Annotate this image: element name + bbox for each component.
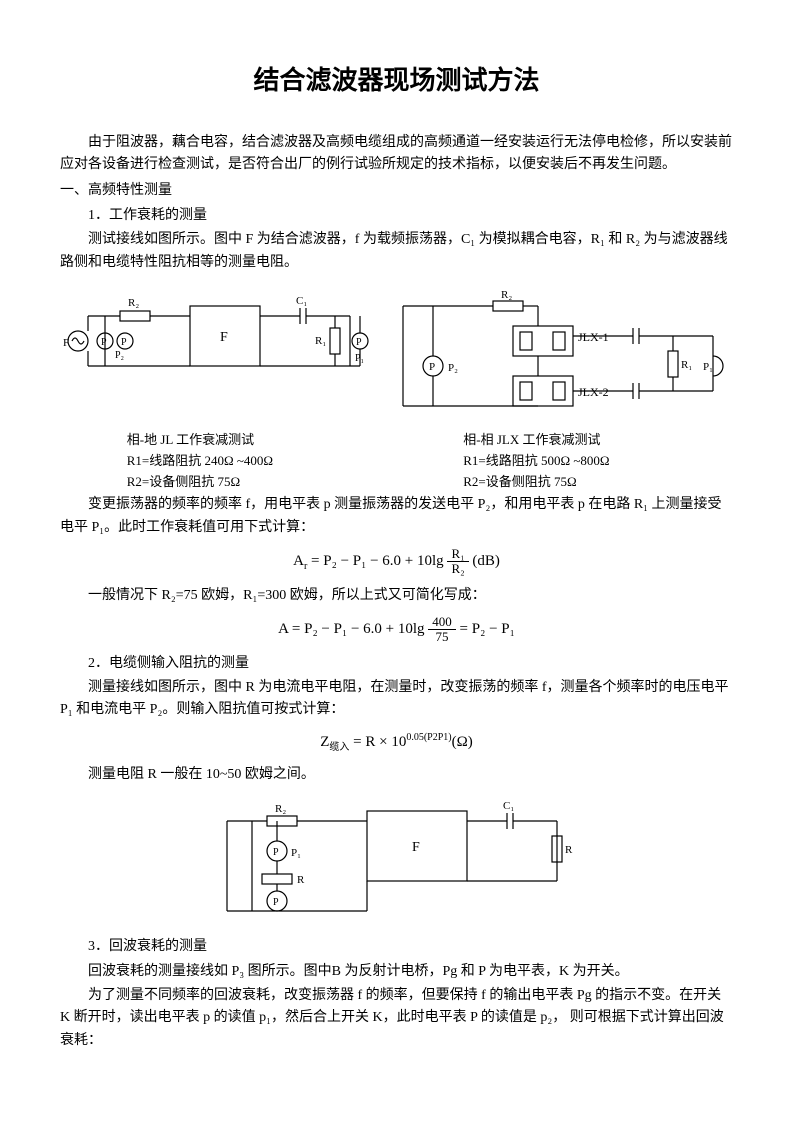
svg-text:P: P <box>356 337 362 348</box>
section-1-heading: 一、高频特性测量 <box>60 180 733 202</box>
svg-text:R: R <box>565 844 573 856</box>
svg-text:P: P <box>429 361 435 373</box>
intro-paragraph: 由于阻波器，藕合电容，结合滤波器及高频电缆组成的高频通道一经安装运行无法停电检修… <box>60 132 733 177</box>
svg-text:P: P <box>121 337 127 348</box>
svg-text:P₁: P₁ <box>291 847 301 859</box>
caption-row-1: 相-地 JL 工作衰减测试 R1=线路阻抗 240Ω ~400Ω R2=设备侧阻… <box>60 430 733 492</box>
svg-text:C₁: C₁ <box>503 800 514 812</box>
s1-2-paragraph-1: 测量接线如图所示，图中 R 为电流电平电阻，在测量时，改变振荡的频率 f，测量各… <box>60 677 733 722</box>
caption-left-l3: R2=设备侧阻抗 75Ω <box>127 472 390 493</box>
caption-right-l2: R1=线路阻抗 500Ω ~800Ω <box>463 451 726 472</box>
s1-2-paragraph-2: 测量电阻 R 一般在 10~50 欧姆之间。 <box>60 764 733 786</box>
svg-text:P: P <box>101 337 107 348</box>
svg-text:F: F <box>412 840 420 855</box>
svg-text:R₂: R₂ <box>275 803 286 815</box>
subsection-1-1-heading: 1．工作衰耗的测量 <box>60 205 733 227</box>
svg-text:R: R <box>297 874 305 886</box>
diagram-1: F R₂ P P₂ P F <box>60 286 380 426</box>
svg-text:R₁: R₁ <box>315 335 326 347</box>
caption-left: 相-地 JL 工作衰减测试 R1=线路阻抗 240Ω ~400Ω R2=设备侧阻… <box>67 430 390 492</box>
svg-text:P: P <box>273 897 279 908</box>
diagram-row-1: F R₂ P P₂ P F <box>60 286 733 426</box>
diagram-2: P P₂ R₂ JLX-1 JLX-2 <box>393 286 733 426</box>
svg-text:F: F <box>220 330 228 345</box>
caption-left-l2: R1=线路阻抗 240Ω ~400Ω <box>127 451 390 472</box>
svg-text:C₁: C₁ <box>296 295 307 307</box>
caption-right-l1: 相-相 JLX 工作衰减测试 <box>463 430 726 451</box>
svg-text:JLX-1: JLX-1 <box>578 330 609 344</box>
svg-text:R₂: R₂ <box>128 297 139 309</box>
s1-3-paragraph-1: 回波衰耗的测量接线如 P₃ 图所示。图中B 为反射计电桥，Pg 和 P 为电平表… <box>60 961 733 983</box>
subsection-1-2-heading: 2．电缆侧输入阻抗的测量 <box>60 653 733 675</box>
svg-text:P: P <box>273 847 279 858</box>
svg-text:P₁: P₁ <box>703 361 713 373</box>
svg-text:JLX-2: JLX-2 <box>578 385 609 399</box>
formula-2: A = P₂ − P₁ − 6.0 + 10lg 40075 = P₂ − P₁ <box>60 615 733 645</box>
s1-1-paragraph-1: 测试接线如图所示。图中 F 为结合滤波器，f 为载频振荡器，C₁ 为模拟耦合电容… <box>60 229 733 274</box>
formula-1: Ar = P₂ − P₁ − 6.0 + 10lg R₁R₂ (dB) <box>60 547 733 577</box>
diagram-3: R₂ P P₁ R P F C₁ <box>207 796 587 926</box>
formula-3: Z缆入 = R × 100.05(P2P1)(Ω) <box>60 730 733 756</box>
s1-3-paragraph-2: 为了测量不同频率的回波衰耗，改变振荡器 f 的频率，但要保持 f 的输出电平表 … <box>60 985 733 1052</box>
svg-text:R₂: R₂ <box>501 289 512 301</box>
caption-left-l1: 相-地 JL 工作衰减测试 <box>127 430 390 451</box>
svg-text:P₂: P₂ <box>115 350 124 361</box>
svg-text:P₂: P₂ <box>448 362 458 374</box>
svg-text:R₁: R₁ <box>681 359 692 371</box>
s1-1-paragraph-2: 变更振荡器的频率的频率 f，用电平表 p 测量振荡器的发送电平 P₂，和用电平表… <box>60 494 733 539</box>
svg-text:F: F <box>63 337 69 349</box>
page-title: 结合滤波器现场测试方法 <box>60 60 733 102</box>
subsection-1-3-heading: 3．回波衰耗的测量 <box>60 936 733 958</box>
caption-right: 相-相 JLX 工作衰减测试 R1=线路阻抗 500Ω ~800Ω R2=设备侧… <box>403 430 726 492</box>
caption-right-l3: R2=设备侧阻抗 75Ω <box>463 472 726 493</box>
s1-1-paragraph-3: 一般情况下 R₂=75 欧姆，R₁=300 欧姆，所以上式又可简化写成： <box>60 585 733 607</box>
